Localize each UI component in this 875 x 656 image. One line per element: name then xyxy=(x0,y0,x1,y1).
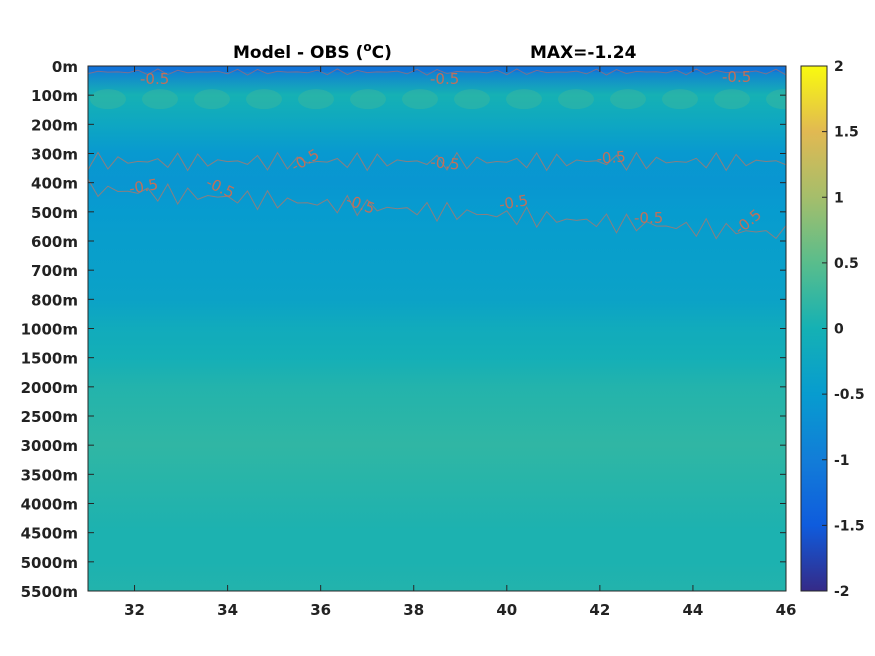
contour-label: -0.5 xyxy=(498,191,530,214)
y-axis: 0m 100m 200m 300m 400m 500m 600m 700m 800m 1000m 1… xyxy=(21,58,786,601)
y-tick-label: 5000m xyxy=(21,554,78,572)
warm-patch xyxy=(90,89,126,110)
y-tick-label: 3500m xyxy=(21,466,78,484)
contour-label: -0.5 xyxy=(430,70,459,88)
warm-patch xyxy=(298,89,334,110)
warm-patch xyxy=(766,89,786,110)
contour-label: -0.5 xyxy=(128,175,160,198)
warm-patch xyxy=(610,89,646,110)
y-tick-label: 800m xyxy=(31,291,78,309)
y-tick-label: 4500m xyxy=(21,525,78,543)
colorbar-tick-label: -1 xyxy=(834,453,850,469)
warm-patch xyxy=(662,89,698,110)
x-tick-label: 34 xyxy=(217,601,238,619)
x-tick-label: 38 xyxy=(403,601,424,619)
heatmap-field xyxy=(88,66,786,591)
y-tick-label: 600m xyxy=(31,233,78,251)
x-tick-label: 42 xyxy=(589,601,610,619)
warm-patch xyxy=(402,89,438,110)
contour-line-surface xyxy=(88,68,786,76)
warm-patch xyxy=(558,89,594,110)
y-tick-label: 5500m xyxy=(21,583,78,601)
warm-patch xyxy=(506,89,542,110)
warm-patch xyxy=(350,89,386,110)
y-tick-label: 400m xyxy=(31,175,78,193)
x-axis: 32 34 36 38 40 42 44 46 xyxy=(124,66,796,619)
y-tick-label: 300m xyxy=(31,146,78,164)
contour-label: -0.5 xyxy=(430,153,461,173)
colorbar-tick-label: 1.5 xyxy=(834,125,859,141)
colorbar-tick-label: -2 xyxy=(834,584,850,600)
x-tick-label: 36 xyxy=(310,601,331,619)
colorbar-tick-label: 0.5 xyxy=(834,256,859,272)
contour-label: -0.5 xyxy=(634,209,663,227)
y-tick-label: 500m xyxy=(31,204,78,222)
colorbar-tick-label: 2 xyxy=(834,59,844,75)
colorbar-tick-label: 0 xyxy=(834,322,844,338)
colorbar-tick-label: 1 xyxy=(834,190,844,206)
y-tick-label: 1000m xyxy=(21,321,78,339)
y-tick-label: 4000m xyxy=(21,496,78,514)
warm-patch xyxy=(142,89,178,110)
y-tick-label: 100m xyxy=(31,87,78,105)
title-unit-superscript: o xyxy=(363,40,371,54)
y-tick-label: 200m xyxy=(31,116,78,134)
colorbar-ticks: 2 1.5 1 0.5 0 -0.5 -1 -1.5 -2 xyxy=(822,59,865,600)
x-tick-label: 40 xyxy=(496,601,517,619)
contour-label: -0.5 xyxy=(596,148,627,168)
y-tick-label: 1500m xyxy=(21,350,78,368)
contour-line-upper xyxy=(88,151,786,172)
heatmap-plot-area: -0.5 -0.5 -0.5-0.5 -0.5-0.5-0.5-0.5-0.5-0.5… xyxy=(88,66,786,591)
y-tick-label: 0m xyxy=(52,58,78,76)
warm-patch xyxy=(246,89,282,110)
x-tick-label: 32 xyxy=(124,601,145,619)
y-tick-label: 2000m xyxy=(21,379,78,397)
warm-patch xyxy=(454,89,490,110)
warm-patch xyxy=(714,89,750,110)
contour-labels: -0.5 -0.5 -0.5-0.5 -0.5-0.5-0.5-0.5-0.5-0.5… xyxy=(128,68,765,238)
chart-max-label: MAX=-1.24 xyxy=(530,43,637,63)
contour-lines xyxy=(88,68,786,240)
x-tick-label: 46 xyxy=(776,601,797,619)
y-tick-label: 2500m xyxy=(21,408,78,426)
contour-label: -0.5 xyxy=(140,70,169,88)
y-tick-label: 700m xyxy=(31,262,78,280)
colorbar-tick-label: -0.5 xyxy=(834,387,865,403)
contour-line-lower xyxy=(88,178,786,240)
x-tick-label: 44 xyxy=(682,601,703,619)
chart-title: Model - OBS (oC) xyxy=(233,40,392,63)
contour-label: -0.5 xyxy=(722,68,751,86)
colorbar-tick-label: -1.5 xyxy=(834,518,865,534)
y-tick-label: 3000m xyxy=(21,437,78,455)
warm-patch xyxy=(194,89,230,110)
